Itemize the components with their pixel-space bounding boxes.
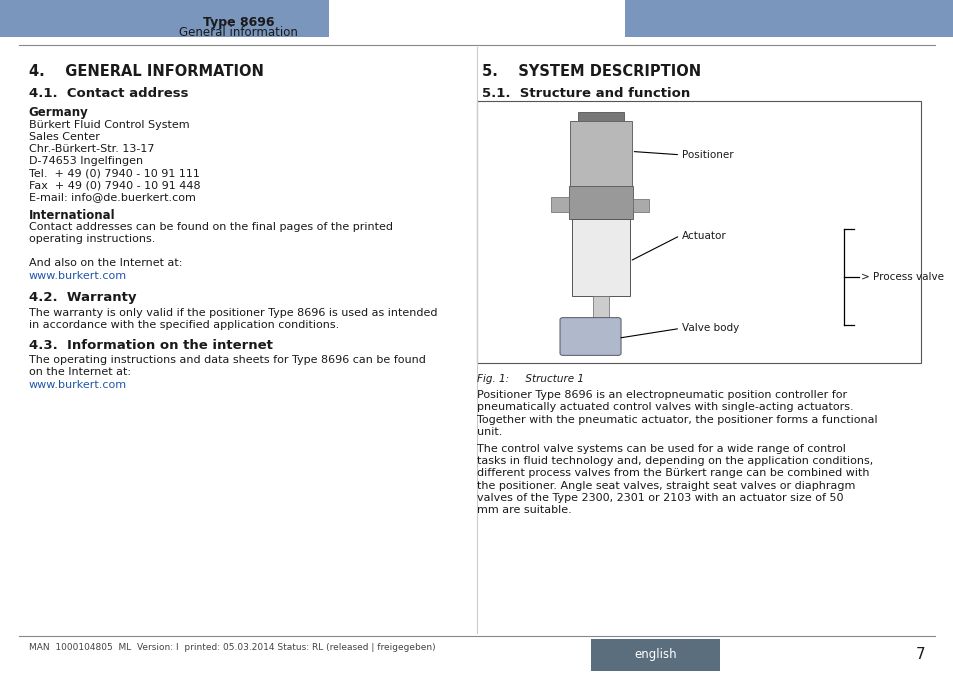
Text: on the Internet at:: on the Internet at: xyxy=(29,367,131,378)
Bar xyxy=(624,0,953,37)
Text: www.burkert.com: www.burkert.com xyxy=(29,380,127,390)
Text: E-mail: info@de.buerkert.com: E-mail: info@de.buerkert.com xyxy=(29,192,195,203)
Text: And also on the Internet at:: And also on the Internet at: xyxy=(29,258,182,269)
Text: Positioner: Positioner xyxy=(681,150,733,160)
Text: 7: 7 xyxy=(915,647,924,662)
Bar xyxy=(568,186,633,219)
Text: mm are suitable.: mm are suitable. xyxy=(476,505,571,515)
Text: The control valve systems can be used for a wide range of control: The control valve systems can be used fo… xyxy=(476,444,845,454)
Bar xyxy=(633,199,648,212)
Text: 4.    GENERAL INFORMATION: 4. GENERAL INFORMATION xyxy=(29,64,263,79)
Text: unit.: unit. xyxy=(476,427,502,437)
Text: 4.2.  Warranty: 4.2. Warranty xyxy=(29,291,136,304)
Text: Chr.-Bürkert-Str. 13-17: Chr.-Bürkert-Str. 13-17 xyxy=(29,144,154,154)
Text: different process valves from the Bürkert range can be combined with: different process valves from the Bürker… xyxy=(476,468,868,479)
Text: pneumatically actuated control valves with single-acting actuators.: pneumatically actuated control valves wi… xyxy=(476,402,853,413)
Text: Fig. 1:     Structure 1: Fig. 1: Structure 1 xyxy=(476,374,583,384)
Text: Type 8696: Type 8696 xyxy=(203,15,274,29)
Text: www.burkert.com: www.burkert.com xyxy=(29,271,127,281)
Text: General information: General information xyxy=(179,26,297,39)
Bar xyxy=(0,0,329,37)
Text: in accordance with the specified application conditions.: in accordance with the specified applica… xyxy=(29,320,338,330)
Text: FLUID CONTROL SYSTEMS: FLUID CONTROL SYSTEMS xyxy=(708,29,798,34)
Text: Tel.  + 49 (0) 7940 - 10 91 111: Tel. + 49 (0) 7940 - 10 91 111 xyxy=(29,168,199,178)
Text: the positioner. Angle seat valves, straight seat valves or diaphragm: the positioner. Angle seat valves, strai… xyxy=(476,481,855,491)
Text: Positioner Type 8696 is an electropneumatic position controller for: Positioner Type 8696 is an electropneuma… xyxy=(476,390,846,400)
Text: valves of the Type 2300, 2301 or 2103 with an actuator size of 50: valves of the Type 2300, 2301 or 2103 wi… xyxy=(476,493,842,503)
Text: operating instructions.: operating instructions. xyxy=(29,234,154,244)
Text: Valve body: Valve body xyxy=(681,324,739,333)
FancyBboxPatch shape xyxy=(559,318,620,355)
Bar xyxy=(570,121,631,188)
Text: Together with the pneumatic actuator, the positioner forms a functional: Together with the pneumatic actuator, th… xyxy=(476,415,877,425)
Text: 4.1.  Contact address: 4.1. Contact address xyxy=(29,87,188,100)
Bar xyxy=(551,197,568,212)
Text: MAN  1000104805  ML  Version: I  printed: 05.03.2014 Status: RL (released | frei: MAN 1000104805 ML Version: I printed: 05… xyxy=(29,643,435,652)
Text: 4.3.  Information on the internet: 4.3. Information on the internet xyxy=(29,339,273,351)
Text: Actuator: Actuator xyxy=(681,231,726,240)
Bar xyxy=(476,101,920,363)
Text: Sales Center: Sales Center xyxy=(29,132,99,142)
Bar xyxy=(572,219,629,296)
Text: 5.1.  Structure and function: 5.1. Structure and function xyxy=(481,87,689,100)
Text: The operating instructions and data sheets for Type 8696 can be found: The operating instructions and data shee… xyxy=(29,355,425,365)
Text: 5.    SYSTEM DESCRIPTION: 5. SYSTEM DESCRIPTION xyxy=(481,64,700,79)
Text: D-74653 Ingelfingen: D-74653 Ingelfingen xyxy=(29,156,143,166)
Text: tasks in fluid technology and, depending on the application conditions,: tasks in fluid technology and, depending… xyxy=(476,456,872,466)
Text: Bürkert Fluid Control System: Bürkert Fluid Control System xyxy=(29,120,189,130)
Text: International: International xyxy=(29,209,115,221)
Text: Germany: Germany xyxy=(29,106,89,119)
Bar xyxy=(593,296,608,322)
Text: english: english xyxy=(634,648,676,662)
Text: The warranty is only valid if the positioner Type 8696 is used as intended: The warranty is only valid if the positi… xyxy=(29,308,436,318)
Text: Contact addresses can be found on the final pages of the printed: Contact addresses can be found on the fi… xyxy=(29,222,393,232)
Bar xyxy=(578,112,623,121)
Bar xyxy=(591,639,720,671)
Text: bürkert: bürkert xyxy=(712,11,794,30)
Text: Fax  + 49 (0) 7940 - 10 91 448: Fax + 49 (0) 7940 - 10 91 448 xyxy=(29,180,200,190)
Text: > Process valve: > Process valve xyxy=(860,272,943,282)
